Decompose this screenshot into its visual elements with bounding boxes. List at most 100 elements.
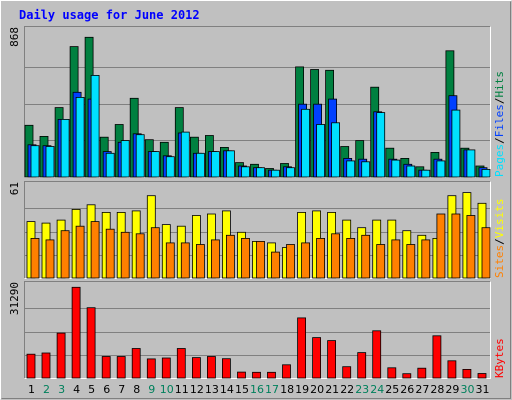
bar-kbytes-day-2: [41, 352, 51, 379]
legend-item-pages: Pages: [493, 144, 506, 177]
bar-kbytes-day-9: [146, 358, 156, 379]
bar-pages-day-26: [406, 165, 416, 178]
bar-sites-day-23: [361, 234, 371, 279]
bar-pages-day-11: [180, 131, 190, 178]
bar-kbytes-day-6: [101, 356, 111, 379]
bar-pages-day-7: [120, 140, 130, 178]
day-label-19: 19: [295, 383, 309, 396]
day-label-5: 5: [88, 383, 95, 396]
bar-pages-day-9: [150, 151, 160, 178]
bar-kbytes-day-4: [71, 286, 81, 379]
bar-sites-day-31: [481, 227, 491, 279]
day-label-28: 28: [430, 383, 444, 396]
bar-kbytes-day-27: [417, 367, 427, 379]
bar-sites-day-14: [225, 234, 235, 279]
bar-sites-day-11: [180, 242, 190, 279]
chart-title: Daily usage for June 2012: [19, 8, 200, 22]
bar-kbytes-day-19: [297, 317, 307, 379]
plot-frame-light: [24, 281, 491, 379]
day-label-29: 29: [445, 383, 459, 396]
bar-pages-day-18: [286, 167, 295, 178]
day-label-25: 25: [385, 383, 399, 396]
day-label-12: 12: [190, 383, 204, 396]
day-label-4: 4: [73, 383, 80, 396]
bar-sites-day-26: [406, 244, 416, 279]
bar-sites-day-8: [135, 233, 145, 279]
bar-sites-day-6: [105, 228, 115, 279]
day-label-9: 9: [148, 383, 155, 396]
day-label-2: 2: [43, 383, 50, 396]
bar-pages-day-5: [90, 75, 100, 178]
day-label-26: 26: [400, 383, 414, 396]
bar-pages-day-15: [241, 166, 250, 178]
legend-item-visits: Visits: [493, 199, 506, 239]
bar-sites-day-2: [45, 239, 55, 279]
bar-sites-day-22: [346, 237, 356, 279]
bar-kbytes-day-11: [176, 348, 186, 379]
bar-pages-day-28: [436, 160, 446, 178]
bar-kbytes-day-16: [252, 371, 261, 379]
y-max-label: 868: [8, 27, 21, 47]
bar-pages-day-21: [331, 122, 341, 178]
bar-kbytes-day-8: [131, 348, 141, 379]
bar-sites-day-20: [316, 237, 326, 279]
legend-separator: /: [493, 137, 506, 144]
day-label-6: 6: [103, 383, 110, 396]
bar-sites-day-18: [286, 244, 295, 279]
day-label-11: 11: [175, 383, 189, 396]
bar-pages-day-8: [135, 134, 145, 178]
bar-sites-day-19: [301, 242, 311, 279]
bar-sites-day-4: [75, 225, 85, 279]
day-label-23: 23: [355, 383, 369, 396]
bar-kbytes-day-10: [161, 357, 171, 379]
bar-pages-day-31: [481, 168, 491, 178]
bar-kbytes-day-30: [462, 368, 472, 379]
y-max-label: 31290: [8, 282, 21, 315]
day-label-18: 18: [280, 383, 294, 396]
bar-kbytes-day-29: [447, 360, 457, 379]
bar-kbytes-day-13: [206, 356, 216, 379]
bar-kbytes-day-25: [387, 367, 397, 379]
bar-kbytes-day-14: [221, 358, 231, 379]
legend-visits-sites: Sites/Visits: [493, 199, 506, 279]
bar-sites-day-15: [241, 237, 250, 279]
bar-kbytes-day-22: [342, 366, 352, 379]
bar-sites-day-17: [271, 251, 280, 279]
plot-frame-dark: [24, 281, 491, 379]
bar-kbytes-day-17: [267, 371, 276, 379]
bar-sites-day-25: [391, 239, 401, 279]
legend-separator: /: [493, 98, 506, 105]
panel-kbytes: 31290 KBytes: [8, 281, 506, 379]
bar-pages-day-24: [376, 112, 386, 178]
bar-kbytes-day-24: [372, 330, 382, 379]
panel-visits-sites: 61 Sites/Visits: [8, 181, 506, 279]
bar-pages-day-16: [256, 167, 265, 178]
bar-sites-day-21: [331, 233, 341, 279]
day-label-31: 31: [476, 383, 490, 396]
day-label-3: 3: [58, 383, 65, 396]
legend-item-sites: Sites: [493, 245, 506, 278]
bar-sites-day-3: [60, 230, 70, 279]
bar-pages-day-14: [225, 150, 235, 178]
bar-pages-day-10: [165, 156, 175, 178]
bar-sites-day-30: [466, 215, 476, 279]
bar-sites-day-5: [90, 221, 100, 279]
day-label-30: 30: [461, 383, 475, 396]
bar-pages-day-12: [195, 152, 205, 178]
bar-kbytes-day-18: [282, 364, 291, 379]
bar-kbytes-day-20: [312, 337, 322, 379]
day-label-20: 20: [310, 383, 324, 396]
bar-pages-day-4: [75, 97, 85, 178]
bar-kbytes-day-23: [357, 352, 367, 379]
plot-area: [24, 281, 490, 378]
bar-pages-day-3: [60, 119, 70, 178]
day-label-10: 10: [160, 383, 174, 396]
day-label-15: 15: [235, 383, 249, 396]
bar-kbytes-day-31: [477, 373, 487, 379]
day-label-1: 1: [28, 383, 35, 396]
